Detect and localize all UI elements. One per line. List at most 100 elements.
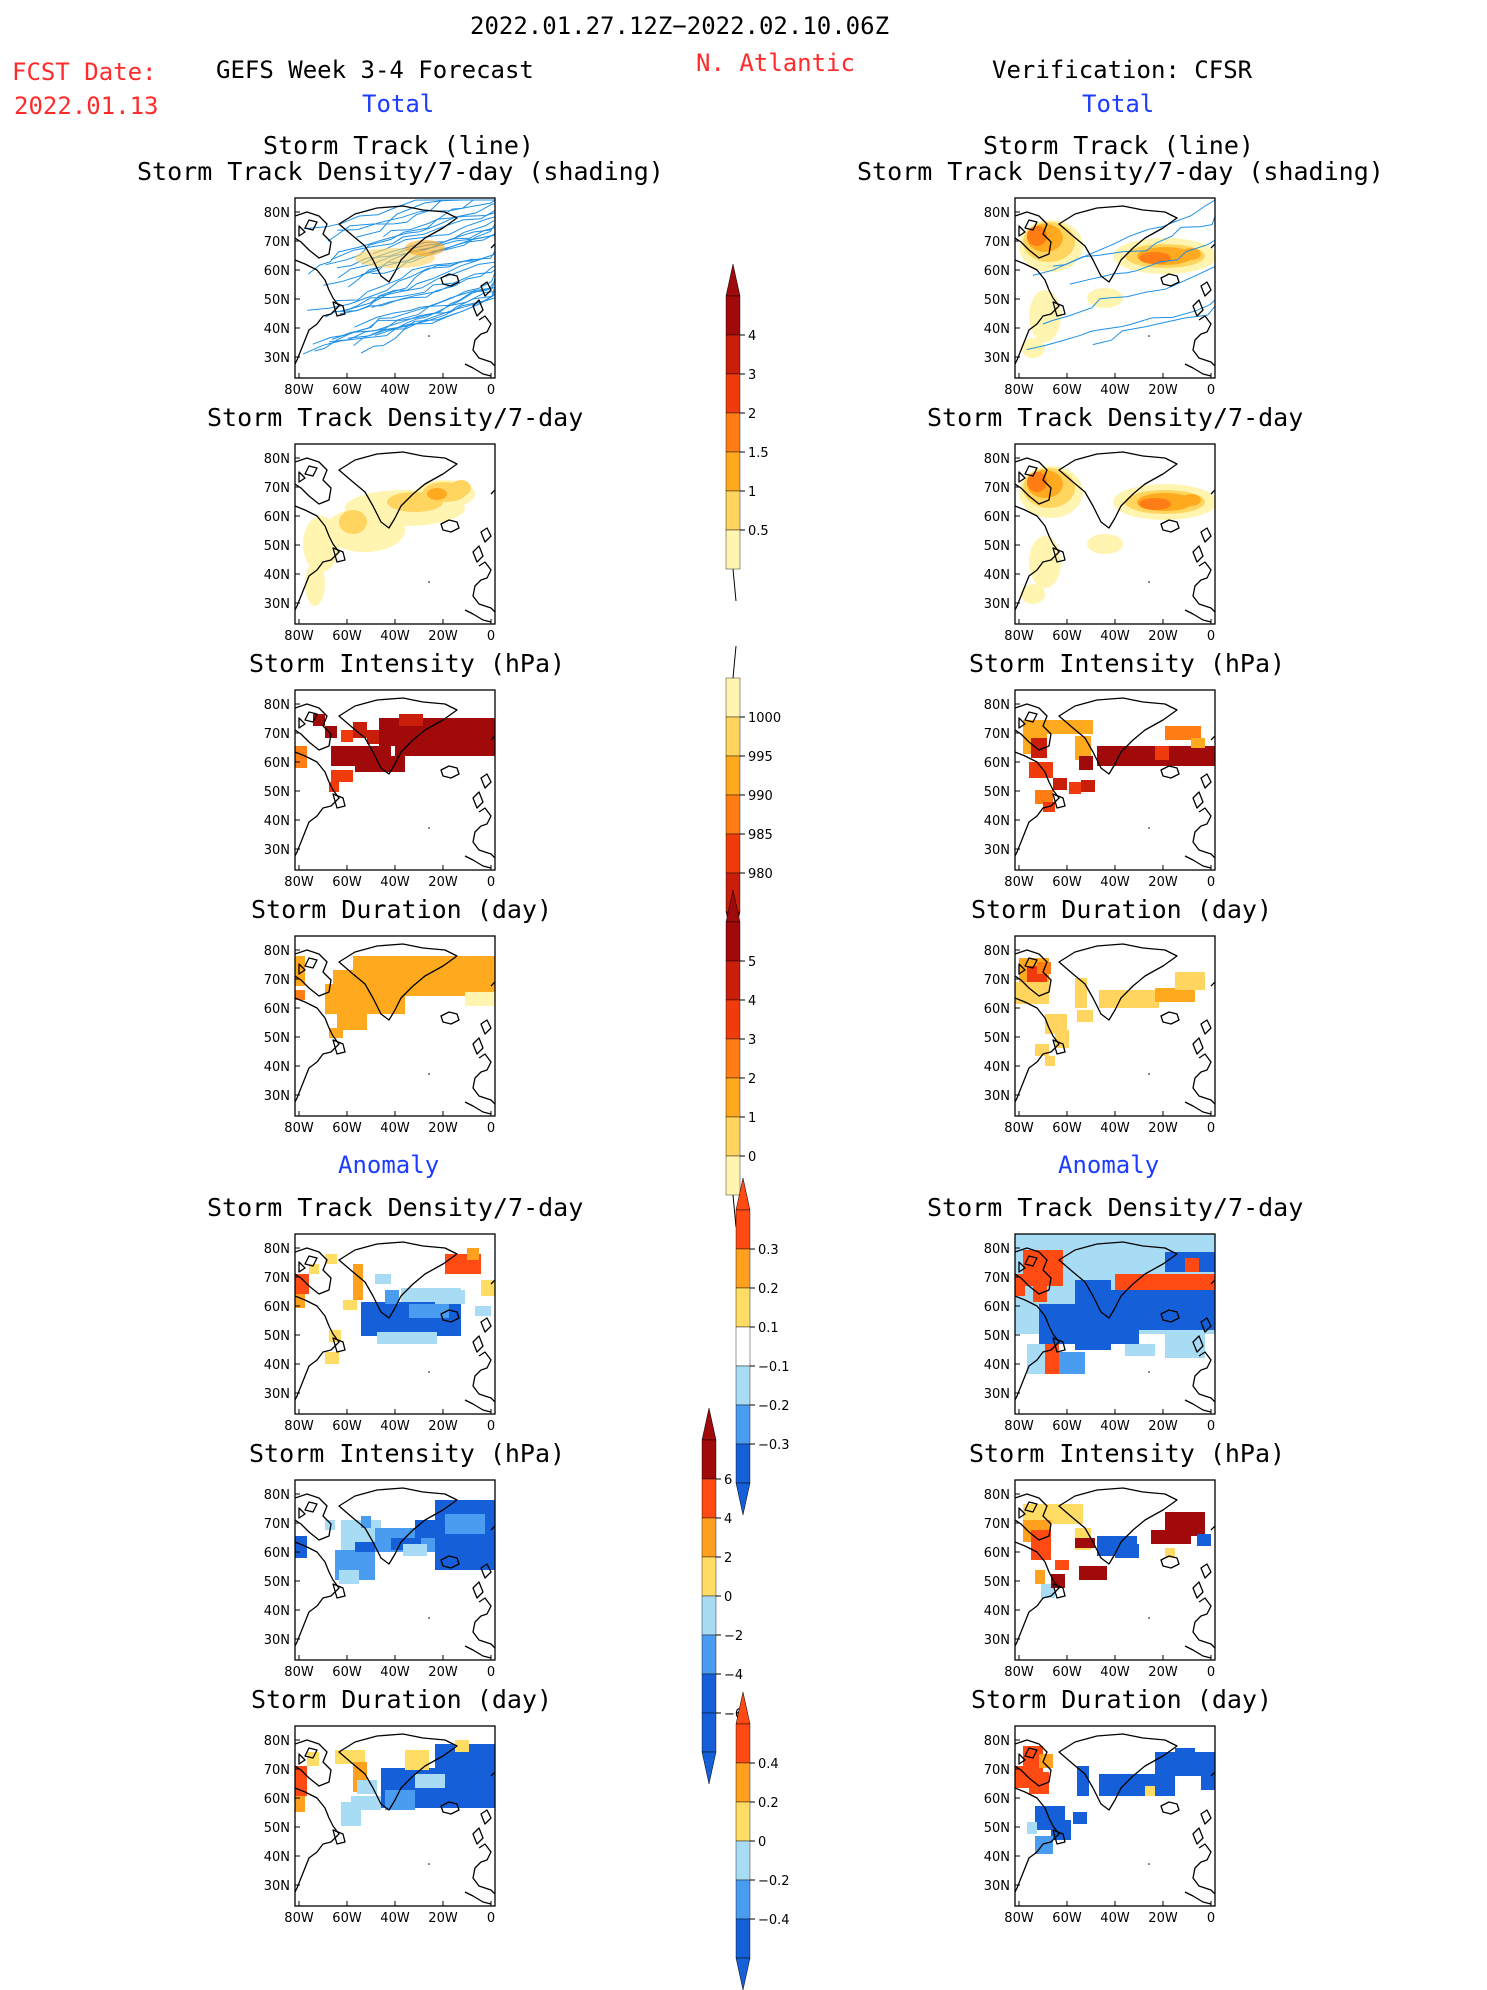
title-track-line-right: Storm Track (line): [983, 131, 1254, 160]
svg-text:60N: 60N: [264, 510, 290, 525]
colorbar-segment: [735, 1287, 751, 1328]
colorbar-segment: [735, 1801, 751, 1842]
svg-text:40N: 40N: [264, 1060, 290, 1075]
svg-text:0: 0: [1207, 383, 1215, 398]
svg-text:80N: 80N: [264, 1734, 290, 1749]
svg-text:80N: 80N: [264, 1488, 290, 1503]
svg-text:20W: 20W: [1148, 1419, 1178, 1434]
svg-text:70N: 70N: [264, 1271, 290, 1286]
svg-text:70N: 70N: [264, 481, 290, 496]
svg-text:60W: 60W: [1052, 1419, 1082, 1434]
map-anom-intensity-left: 80N 70N 60N 50N 40N 30N 80W 60W 40W 20W 0: [264, 1479, 496, 1680]
svg-text:60W: 60W: [1052, 875, 1082, 890]
svg-text:40W: 40W: [380, 1911, 410, 1926]
map-plot: 80N 70N 60N 50N 40N 30N 80W 60W 40W 20W 0: [264, 1233, 496, 1434]
svg-text:80W: 80W: [284, 383, 314, 398]
svg-text:20W: 20W: [428, 875, 458, 890]
svg-text:80N: 80N: [264, 944, 290, 959]
svg-text:40W: 40W: [1100, 1911, 1130, 1926]
svg-text:20W: 20W: [1148, 383, 1178, 398]
colorbar-duration-anomaly: 0.4 0.2 0 −0.2 −0.4: [734, 1691, 824, 1990]
colorbar-label: 5: [748, 955, 756, 970]
map-plot: 80N 70N 60N 50N 40N 30N 80W 60W 40W 20W 0: [984, 1479, 1216, 1680]
map-anom-intensity-right: 80N 70N 60N 50N 40N 30N 80W 60W 40W 20W 0: [984, 1479, 1216, 1680]
colorbar-segment: [701, 1556, 717, 1597]
colorbar-segment: [701, 1634, 717, 1675]
left-total-label: Total: [362, 90, 435, 118]
svg-text:80N: 80N: [984, 698, 1010, 713]
svg-text:50N: 50N: [984, 785, 1010, 800]
svg-text:50N: 50N: [984, 1031, 1010, 1046]
colorbar-label: 0: [724, 1590, 732, 1605]
svg-text:80W: 80W: [1004, 1665, 1034, 1680]
colorbar-label: −0.4: [758, 1913, 790, 1928]
colorbar-label: 1: [748, 1111, 756, 1126]
colorbar-label: 0.1: [758, 1321, 779, 1336]
svg-text:60N: 60N: [264, 1792, 290, 1807]
svg-text:60N: 60N: [984, 756, 1010, 771]
fcst-date-label: FCST Date:: [12, 58, 157, 86]
svg-text:80N: 80N: [264, 698, 290, 713]
colorbar-label: 4: [748, 994, 756, 1009]
svg-text:80W: 80W: [284, 1665, 314, 1680]
svg-text:80W: 80W: [1004, 629, 1034, 644]
colorbar-segment: [725, 529, 741, 570]
svg-text:20W: 20W: [428, 1665, 458, 1680]
svg-text:40W: 40W: [1100, 875, 1130, 890]
colorbar-segment: [725, 1077, 741, 1118]
svg-text:70N: 70N: [264, 1517, 290, 1532]
svg-text:40N: 40N: [264, 1850, 290, 1865]
colorbar-segment: [725, 373, 741, 414]
colorbar-duration-total: 0 1 2 3 4 5: [724, 889, 814, 1228]
svg-text:80N: 80N: [984, 1488, 1010, 1503]
colorbar: 0.4 0.2 0 −0.2 −0.4: [735, 1691, 790, 1990]
colorbar-segment: [725, 1116, 741, 1157]
svg-text:40N: 40N: [984, 1358, 1010, 1373]
verification-title: Verification: CFSR: [992, 56, 1253, 84]
svg-text:20W: 20W: [1148, 875, 1178, 890]
svg-text:80N: 80N: [264, 452, 290, 467]
colorbar: 0.5 1 1.5 2 3 4: [725, 263, 769, 602]
svg-text:60W: 60W: [1052, 1665, 1082, 1680]
svg-text:40N: 40N: [264, 1604, 290, 1619]
svg-text:40W: 40W: [380, 1665, 410, 1680]
svg-text:20W: 20W: [1148, 1911, 1178, 1926]
map-plot: 80N 70N 60N 50N 40N 30N 80W 60W 40W 20W 0: [984, 1725, 1216, 1926]
svg-text:40N: 40N: [264, 1358, 290, 1373]
svg-text:0: 0: [487, 1911, 495, 1926]
map-plot: 80N 70N 60N 50N 40N 30N 80W 60W 40W 20W 0: [264, 1479, 496, 1680]
colorbar-label: 980: [748, 867, 773, 882]
map-track-right: 80N 70N 60N 50N 40N 30N 80W 60W 40W 20W 0: [984, 197, 1216, 398]
colorbar: 0 1 2 3 4 5: [725, 889, 756, 1228]
svg-text:30N: 30N: [264, 1387, 290, 1402]
svg-text:80W: 80W: [1004, 1911, 1034, 1926]
colorbar-label: 0.4: [758, 1757, 779, 1772]
svg-text:40N: 40N: [984, 1604, 1010, 1619]
colorbar-label: 2: [748, 1072, 756, 1087]
colorbar-segment: [701, 1517, 717, 1558]
svg-text:60N: 60N: [984, 1546, 1010, 1561]
colorbar-segment: [725, 295, 741, 336]
svg-text:60N: 60N: [984, 1300, 1010, 1315]
svg-text:0: 0: [487, 629, 495, 644]
colorbar-segment: [735, 1326, 751, 1367]
title-anom-duration-right: Storm Duration (day): [971, 1685, 1273, 1714]
svg-text:60N: 60N: [984, 1002, 1010, 1017]
svg-text:60N: 60N: [984, 1792, 1010, 1807]
svg-text:0: 0: [1207, 1121, 1215, 1136]
map-intensity-left: 80N 70N 60N 50N 40N 30N 80W 60W 40W 20W 0: [264, 689, 496, 890]
svg-text:20W: 20W: [428, 629, 458, 644]
colorbar-label: −0.1: [758, 1360, 790, 1375]
svg-text:70N: 70N: [264, 1763, 290, 1778]
svg-text:50N: 50N: [984, 539, 1010, 554]
map-plot: 80N 70N 60N 50N 40N 30N 80W 60W 40W 20W 0: [984, 197, 1216, 398]
svg-text:60N: 60N: [984, 510, 1010, 525]
svg-text:30N: 30N: [264, 1089, 290, 1104]
svg-text:60W: 60W: [332, 875, 362, 890]
colorbar-segment: [725, 716, 741, 757]
colorbar-label: 1: [748, 485, 756, 500]
colorbar-segment: [735, 1248, 751, 1289]
svg-text:0: 0: [487, 1419, 495, 1434]
svg-text:0: 0: [1207, 1911, 1215, 1926]
svg-text:0: 0: [1207, 875, 1215, 890]
